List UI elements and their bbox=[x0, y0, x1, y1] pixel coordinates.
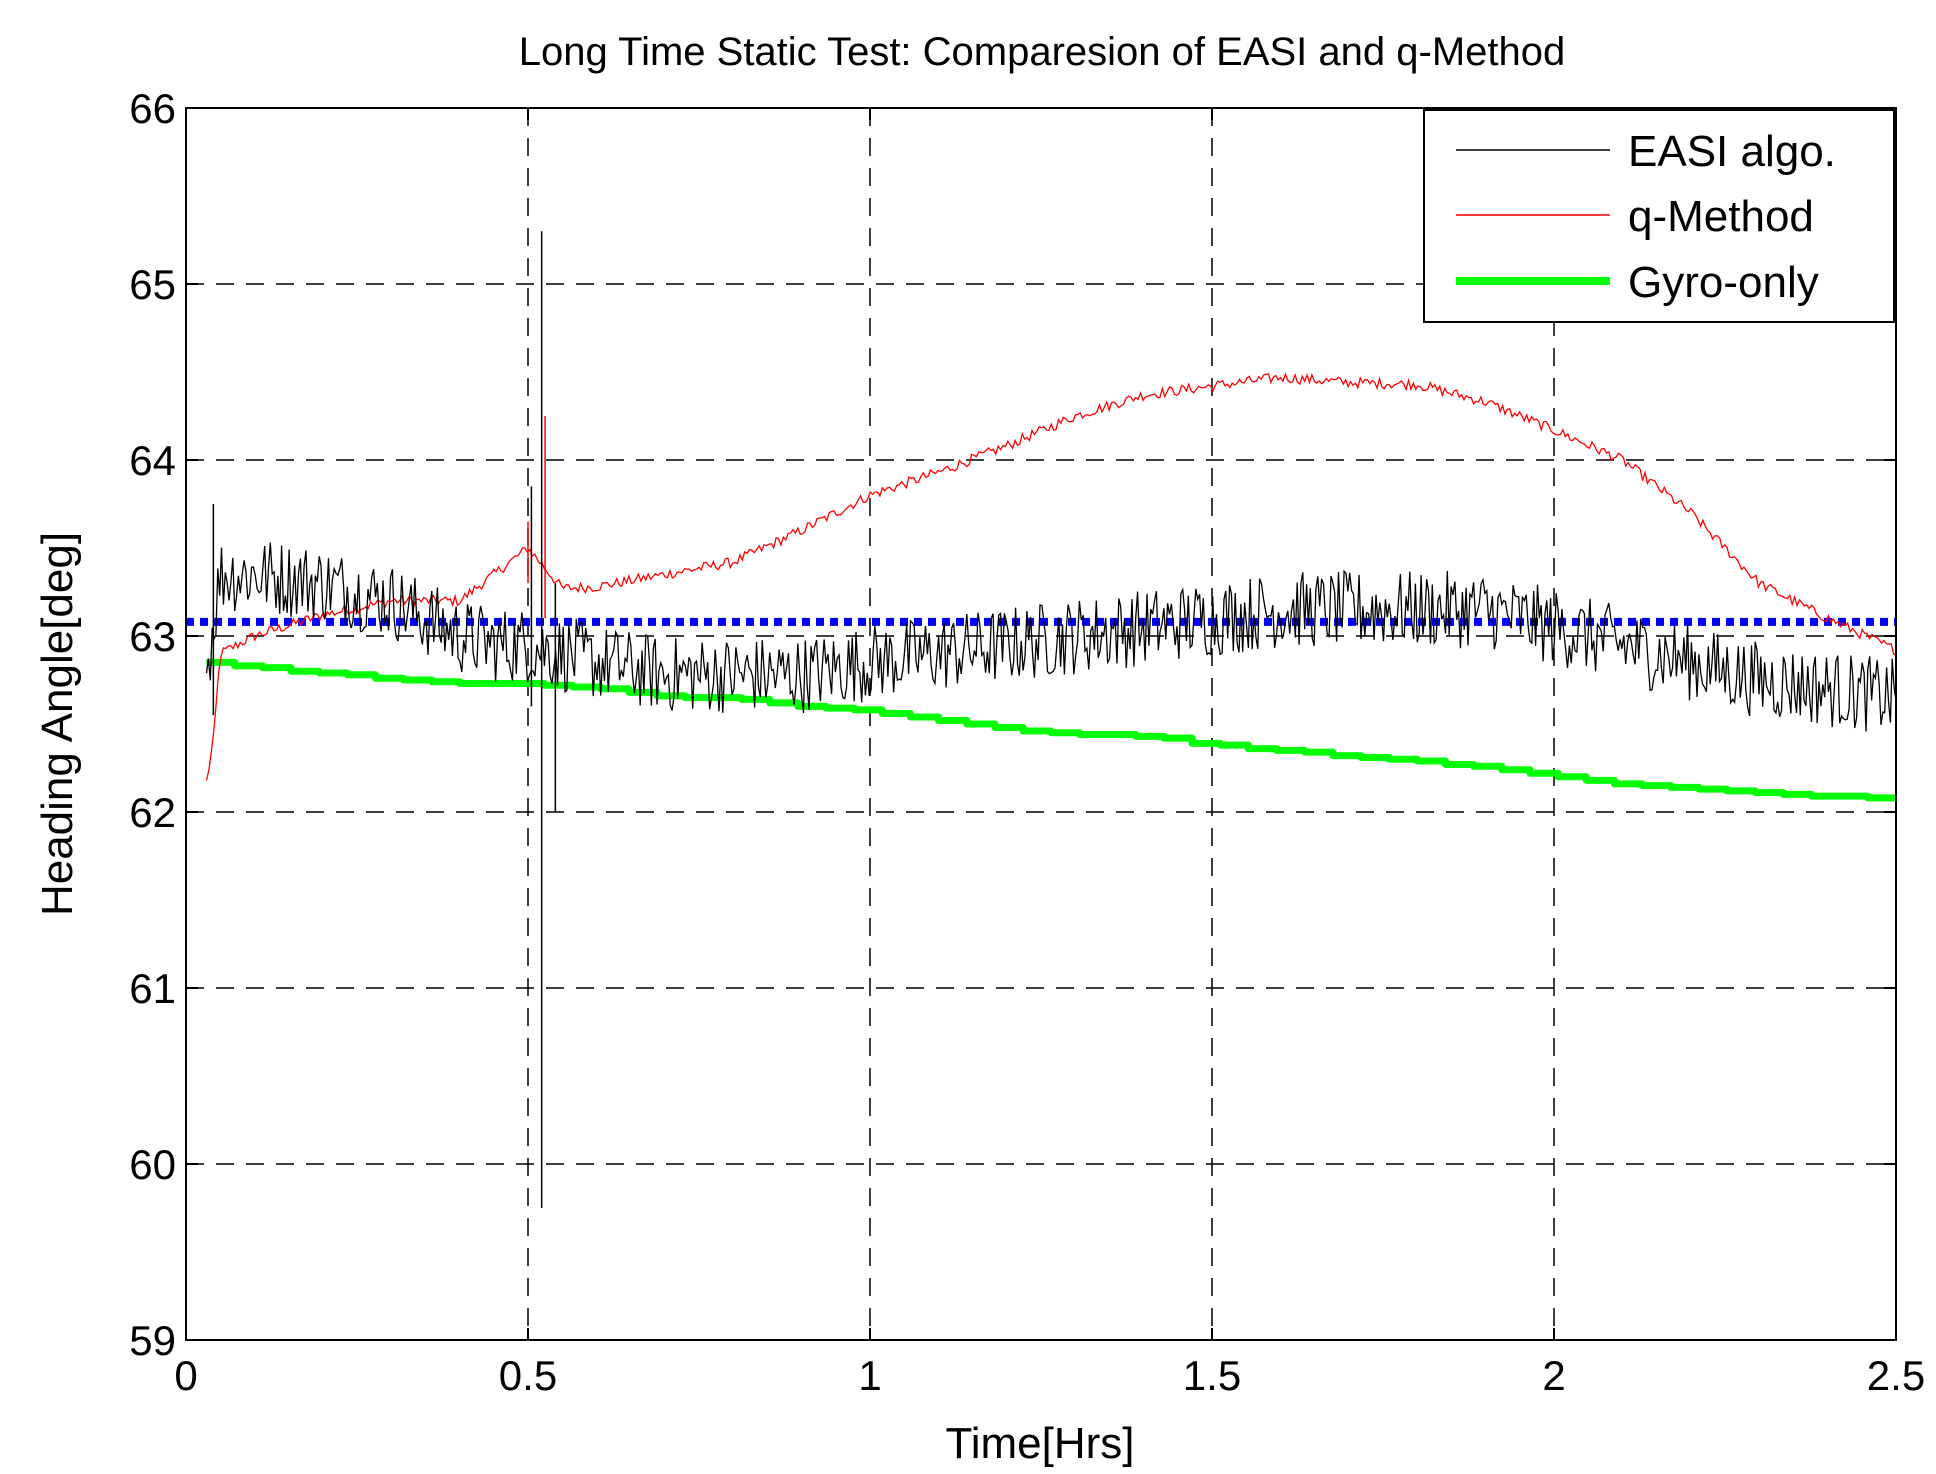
x-tick-label: 1.5 bbox=[1183, 1352, 1241, 1399]
chart-title: Long Time Static Test: Comparesion of EA… bbox=[519, 30, 1565, 74]
y-tick-label: 64 bbox=[129, 437, 176, 484]
plot-frame bbox=[185, 107, 1897, 1341]
x-tick-label: 0.5 bbox=[499, 1352, 557, 1399]
y-tick-label: 65 bbox=[129, 261, 176, 308]
x-axis-label: Time[Hrs] bbox=[945, 1419, 1134, 1468]
series-line-easi bbox=[205, 542, 1897, 732]
series-layer bbox=[186, 231, 1897, 1208]
y-tick-label: 59 bbox=[129, 1317, 176, 1364]
y-tick-label: 66 bbox=[129, 85, 176, 132]
x-tick-label: 2 bbox=[1542, 1352, 1565, 1399]
legend-label-gyro: Gyro-only bbox=[1628, 258, 1819, 307]
y-axis-label: Heading Angle[deg] bbox=[33, 532, 82, 916]
legend-label-easi: EASI algo. bbox=[1628, 127, 1836, 176]
series-line-gyro-only bbox=[206, 658, 1896, 802]
x-tick-label: 0 bbox=[174, 1352, 197, 1399]
y-tick-label: 60 bbox=[129, 1141, 176, 1188]
x-tick-label: 2.5 bbox=[1867, 1352, 1925, 1399]
axis-ticks: 0 0.5 1 1.5 2 2.5 59 60 61 62 63 64 65 66 bbox=[129, 85, 1925, 1399]
y-tick-label: 63 bbox=[129, 613, 176, 660]
legend-box bbox=[1423, 109, 1895, 323]
series-line-q-method bbox=[205, 372, 1897, 781]
y-tick-label: 62 bbox=[129, 789, 176, 836]
legend: EASI algo. q-Method Gyro-only bbox=[1423, 109, 1895, 323]
y-tick-label: 61 bbox=[129, 965, 176, 1012]
x-tick-label: 1 bbox=[858, 1352, 881, 1399]
legend-label-q-method: q-Method bbox=[1628, 192, 1814, 241]
